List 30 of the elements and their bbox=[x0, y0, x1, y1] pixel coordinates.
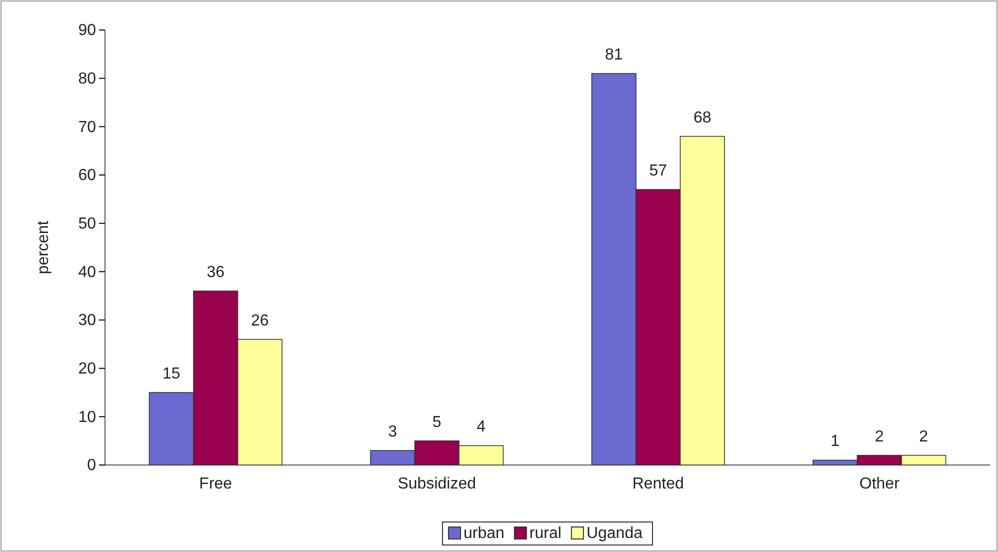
data-label: 26 bbox=[250, 312, 269, 330]
y-tick-label: 90 bbox=[78, 22, 96, 40]
y-tick-label: 0 bbox=[87, 457, 96, 474]
legend-label: rural bbox=[529, 525, 562, 542]
data-label: 4 bbox=[476, 418, 486, 436]
legend-label: Uganda bbox=[586, 525, 643, 542]
data-label: 15 bbox=[162, 366, 180, 382]
data-label: 1 bbox=[830, 433, 840, 450]
data-label: 5 bbox=[432, 414, 442, 431]
y-axis-title: percent bbox=[35, 220, 52, 274]
x-tick-label: Rented bbox=[632, 475, 684, 492]
legend-label: urban bbox=[464, 525, 504, 542]
data-label: 81 bbox=[604, 46, 623, 64]
x-tick-label: Free bbox=[199, 475, 232, 492]
y-tick-label: 80 bbox=[78, 70, 96, 88]
data-label: 2 bbox=[919, 428, 928, 446]
y-tick-label: 70 bbox=[78, 118, 96, 136]
y-tick-label: 50 bbox=[78, 215, 96, 232]
data-label: 3 bbox=[388, 424, 398, 440]
data-label: 68 bbox=[693, 109, 712, 126]
y-tick-label: 60 bbox=[78, 167, 96, 184]
x-tick-label: Other bbox=[859, 475, 900, 492]
data-label: 36 bbox=[206, 264, 225, 281]
data-label: 57 bbox=[649, 162, 668, 180]
x-tick-label: Subsidized bbox=[398, 475, 476, 492]
y-tick-label: 10 bbox=[78, 408, 96, 426]
y-tick-label: 30 bbox=[78, 312, 96, 330]
y-tick-label: 20 bbox=[78, 360, 96, 378]
y-tick-label: 40 bbox=[78, 264, 96, 281]
data-label: 2 bbox=[874, 428, 884, 446]
